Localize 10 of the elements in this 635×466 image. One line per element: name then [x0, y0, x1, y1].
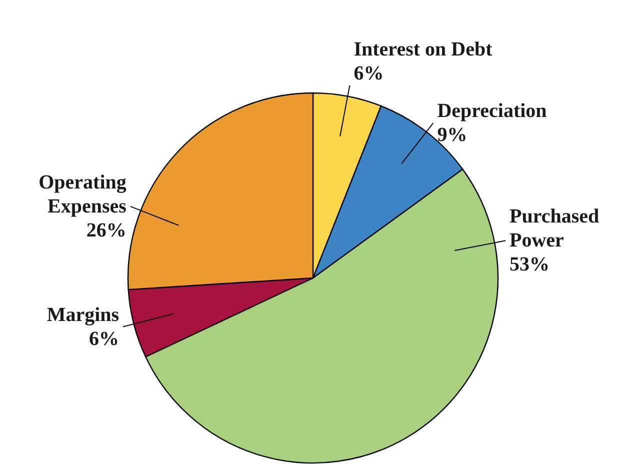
- slice-label: Depreciation: [437, 100, 547, 122]
- data-label: 6%: [354, 62, 384, 84]
- slice-label: Operating Expenses: [38, 171, 127, 218]
- data-label: 26%: [86, 219, 126, 242]
- slice-label: Interest on Debt: [354, 38, 493, 60]
- data-label: 9%: [437, 124, 468, 146]
- slice-label: Purchased Power: [509, 206, 600, 252]
- data-label: 6%: [89, 328, 120, 350]
- slice-label: Margins: [46, 304, 120, 326]
- data-label: 53%: [509, 254, 550, 276]
